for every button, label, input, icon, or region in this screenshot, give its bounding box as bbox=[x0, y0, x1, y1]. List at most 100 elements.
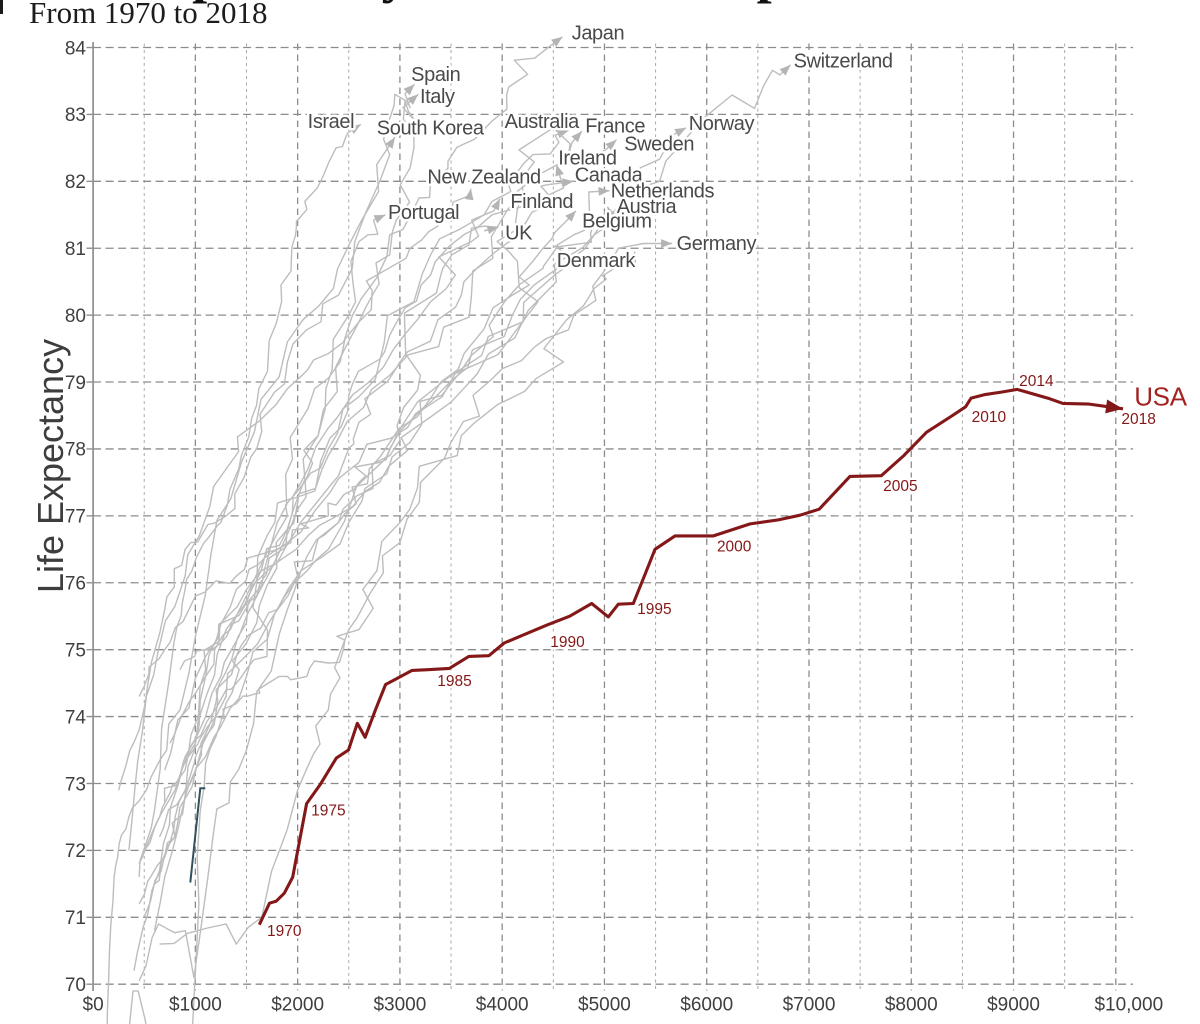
country-arrowhead-denmark bbox=[627, 251, 636, 264]
y-tick-label-74: 74 bbox=[65, 707, 87, 728]
x-tick-label-0: $0 bbox=[83, 995, 104, 1016]
chart-title: Life Expectancy vs. Health Expenditure bbox=[10, 0, 997, 5]
country-arrowhead-austria bbox=[607, 206, 617, 219]
country-arrowhead-uk bbox=[486, 225, 499, 235]
x-tick-label-3000: $3000 bbox=[373, 995, 426, 1016]
country-arrowhead-italy bbox=[407, 94, 419, 105]
country-line-switzerland bbox=[164, 64, 792, 771]
country-arrowhead-norway bbox=[674, 127, 687, 137]
highlight-segment bbox=[189, 787, 206, 883]
usa-year-label-1975: 1975 bbox=[311, 803, 345, 820]
country-arrowhead-japan bbox=[551, 36, 563, 47]
x-tick-label-1000: $1000 bbox=[169, 995, 222, 1016]
x-tick-label-5000: $5000 bbox=[578, 995, 631, 1016]
country-arrowhead-france bbox=[571, 131, 582, 143]
country-label-canada: Canada bbox=[575, 164, 644, 186]
country-label-germany: Germany bbox=[677, 233, 757, 255]
country-line-ireland bbox=[138, 164, 565, 905]
y-tick-label-70: 70 bbox=[65, 975, 86, 996]
x-tick-label-4000: $4000 bbox=[476, 995, 529, 1016]
y-tick-label-73: 73 bbox=[65, 774, 86, 795]
usa-year-label-2014: 2014 bbox=[1019, 373, 1054, 390]
country-arrowhead-new-zealand bbox=[464, 188, 474, 201]
x-tick-label-10000: $10,000 bbox=[1094, 995, 1163, 1016]
country-line-denmark bbox=[184, 251, 636, 764]
x-tick-label-9000: $9000 bbox=[987, 995, 1040, 1016]
y-axis-title: Life Expectancy bbox=[30, 339, 71, 593]
country-line-canada bbox=[163, 180, 574, 804]
y-tick-label-75: 75 bbox=[65, 640, 86, 661]
left-edge-crop-artifact bbox=[0, 0, 3, 14]
usa-year-label-1970: 1970 bbox=[267, 923, 302, 940]
country-label-australia: Australia bbox=[505, 111, 580, 133]
country-arrowhead-ireland bbox=[555, 164, 564, 177]
country-label-south-korea: South Korea bbox=[377, 117, 485, 139]
country-label-finland: Finland bbox=[510, 191, 573, 213]
country-line-netherlands bbox=[169, 190, 610, 744]
x-tick-label-8000: $8000 bbox=[885, 995, 938, 1016]
country-arrowhead-switzerland bbox=[779, 64, 791, 76]
usa-year-label-1985: 1985 bbox=[437, 673, 471, 690]
country-line-australia bbox=[153, 129, 569, 931]
country-label-netherlands: Netherlands bbox=[611, 180, 715, 202]
chart-subtitle: From 1970 to 2018 bbox=[29, 0, 268, 30]
y-tick-label-82: 82 bbox=[65, 172, 86, 193]
country-label-ireland: Ireland bbox=[558, 148, 616, 170]
y-tick-label-79: 79 bbox=[65, 373, 86, 394]
country-line-germany bbox=[159, 242, 673, 945]
country-label-austria: Austria bbox=[617, 196, 678, 218]
country-label-spain: Spain bbox=[411, 64, 460, 86]
country-arrowhead-spain bbox=[403, 84, 415, 96]
y-tick-label-76: 76 bbox=[65, 574, 86, 595]
country-arrowhead-belgium bbox=[565, 210, 576, 222]
country-arrowhead-south-korea bbox=[385, 137, 395, 149]
usa-end-label: USA bbox=[1134, 381, 1188, 411]
y-tick-label-80: 80 bbox=[65, 306, 86, 327]
country-line-portugal bbox=[128, 214, 386, 1024]
country-arrowhead-finland bbox=[491, 198, 500, 211]
country-label-france: France bbox=[585, 115, 645, 137]
country-line-spain bbox=[118, 83, 415, 791]
country-label-israel: Israel bbox=[308, 111, 355, 133]
y-tick-label-84: 84 bbox=[65, 38, 87, 59]
y-tick-label-81: 81 bbox=[65, 239, 86, 260]
usa-line bbox=[257, 387, 1124, 926]
country-arrowhead-netherlands bbox=[598, 187, 610, 196]
country-arrowhead-israel bbox=[349, 124, 361, 134]
country-arrowhead-germany bbox=[661, 239, 673, 248]
country-line-italy bbox=[143, 93, 419, 851]
country-label-italy: Italy bbox=[420, 86, 455, 108]
usa-year-label-1995: 1995 bbox=[637, 601, 671, 618]
country-line-israel bbox=[138, 123, 362, 878]
y-tick-label-71: 71 bbox=[65, 908, 86, 929]
country-line-uk bbox=[138, 225, 499, 865]
country-line-norway bbox=[138, 127, 687, 697]
country-arrowhead-sweden bbox=[605, 139, 617, 151]
x-tick-label-2000: $2000 bbox=[271, 995, 324, 1016]
country-line-sweden bbox=[179, 139, 617, 671]
country-line-belgium bbox=[143, 210, 577, 918]
country-label-denmark: Denmark bbox=[557, 250, 637, 272]
y-tick-label-72: 72 bbox=[65, 841, 86, 862]
country-label-sweden: Sweden bbox=[624, 134, 694, 156]
country-label-portugal: Portugal bbox=[388, 202, 459, 224]
usa-year-label-2018: 2018 bbox=[1121, 411, 1155, 428]
country-label-switzerland: Switzerland bbox=[794, 51, 893, 73]
x-axis-title: Health Expenditure per Capita (Inflation… bbox=[371, 1021, 854, 1024]
country-label-belgium: Belgium bbox=[582, 210, 651, 232]
usa-year-label-1990: 1990 bbox=[550, 634, 585, 651]
usa-year-label-2010: 2010 bbox=[972, 409, 1007, 426]
usa-year-label-2005: 2005 bbox=[883, 478, 917, 495]
country-arrowhead-australia bbox=[556, 129, 569, 139]
usa-arrowhead bbox=[1105, 399, 1123, 414]
y-tick-label-83: 83 bbox=[65, 105, 86, 126]
country-arrowhead-portugal bbox=[373, 214, 386, 224]
country-line-finland bbox=[133, 198, 501, 971]
country-line-new-zealand bbox=[154, 188, 472, 885]
country-label-uk: UK bbox=[505, 223, 533, 245]
country-label-norway: Norway bbox=[689, 113, 755, 135]
country-line-austria bbox=[138, 206, 612, 982]
y-tick-label-78: 78 bbox=[65, 440, 86, 461]
